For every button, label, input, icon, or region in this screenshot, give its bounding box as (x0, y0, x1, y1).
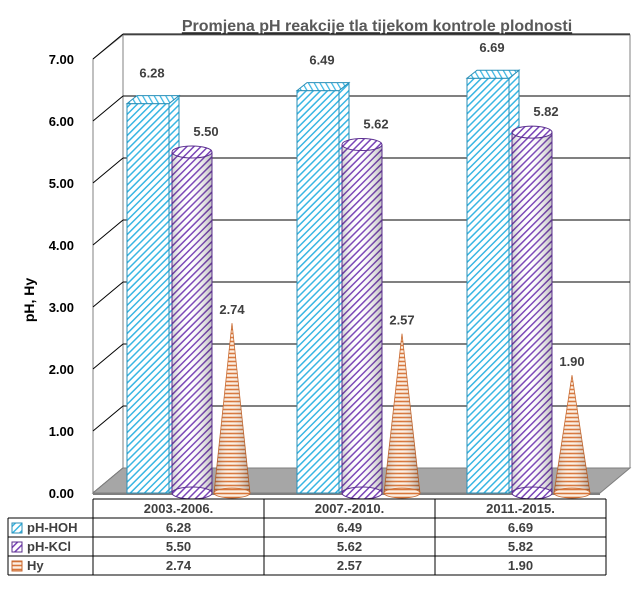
bar (466, 77, 510, 494)
data-labels: 6.28 5.50 2.74 6.49 5.62 2.57 6.69 5.82 1.90 (139, 40, 584, 369)
legend-entry: pH-KCl (27, 539, 71, 554)
side-wall (92, 33, 124, 495)
table-cell: 5.50 (166, 539, 191, 554)
y-tick-label: 1.00 (49, 424, 74, 439)
bar-shade (214, 323, 250, 493)
x-tick-label: 2011.-2015. (486, 501, 555, 516)
y-axis-ticks: 0.00 1.00 2.00 3.00 4.00 5.00 6.00 7.00 (49, 52, 74, 501)
bar-base (383, 487, 421, 499)
bar-base (511, 486, 553, 500)
bar (296, 90, 340, 494)
y-tick-label: 4.00 (49, 238, 74, 253)
data-label: 2.57 (389, 313, 414, 328)
data-label: 2.74 (219, 302, 245, 317)
x-tick-label: 2007.-2010. (315, 501, 384, 516)
bar-base (171, 486, 213, 500)
legend-key (11, 522, 23, 534)
gridline-side (92, 343, 124, 370)
chart-title: Promjena pH reakcije tla tijekom kontrol… (182, 18, 572, 35)
data-label: 6.28 (139, 66, 164, 81)
bar-top (171, 145, 213, 159)
table-cell: 6.28 (166, 520, 191, 535)
y-tick-label: 3.00 (49, 300, 74, 315)
bar-shade (512, 132, 552, 493)
data-label: 5.62 (363, 117, 388, 132)
y-tick-label: 5.00 (49, 176, 74, 191)
y-tick-label: 0.00 (49, 486, 74, 501)
y-tick-label: 7.00 (49, 52, 74, 67)
table-cell: 6.49 (337, 520, 362, 535)
legend-key (11, 560, 23, 572)
x-tick-label: 2003.-2006. (144, 501, 213, 516)
table-cell: 2.74 (166, 558, 192, 573)
legend-key (11, 541, 23, 553)
data-label: 6.69 (479, 40, 504, 55)
bar-shade (172, 152, 212, 493)
data-table: 2003.-2006. 2007.-2010. 2011.-2015. pH-HOH 6… (7, 498, 607, 576)
bar-shade (554, 375, 590, 493)
bars (125, 69, 591, 500)
gridline-side (92, 157, 124, 184)
bar-shade (384, 333, 420, 493)
gridline-side (92, 281, 124, 308)
bar-top (125, 95, 181, 105)
gridline-side (92, 33, 124, 60)
y-axis-label: pH, Hy (21, 278, 37, 323)
table-cell: 5.62 (337, 539, 362, 554)
bar-top (511, 125, 553, 139)
bar-base (213, 487, 251, 499)
y-tick-label: 2.00 (49, 362, 74, 377)
gridline-side (92, 95, 124, 122)
bar-shade (342, 144, 382, 493)
table-cell: 5.82 (508, 539, 533, 554)
data-label: 1.90 (559, 354, 584, 369)
y-tick-label: 6.00 (49, 114, 74, 129)
data-label: 5.82 (533, 104, 558, 119)
legend-entry: pH-HOH (27, 520, 78, 535)
bar (126, 103, 170, 494)
bar-top (295, 82, 351, 92)
bar-base (553, 487, 591, 499)
data-label: 5.50 (193, 124, 218, 139)
bar-top (341, 138, 383, 152)
table-cell: 6.69 (508, 520, 533, 535)
gridline-side (92, 219, 124, 246)
bar-top (465, 69, 521, 79)
legend-entry: Hy (27, 558, 44, 573)
data-label: 6.49 (309, 53, 334, 68)
bar-base (341, 486, 383, 500)
table-cell: 2.57 (337, 558, 362, 573)
table-cell: 1.90 (508, 558, 533, 573)
gridline-side (92, 405, 124, 432)
